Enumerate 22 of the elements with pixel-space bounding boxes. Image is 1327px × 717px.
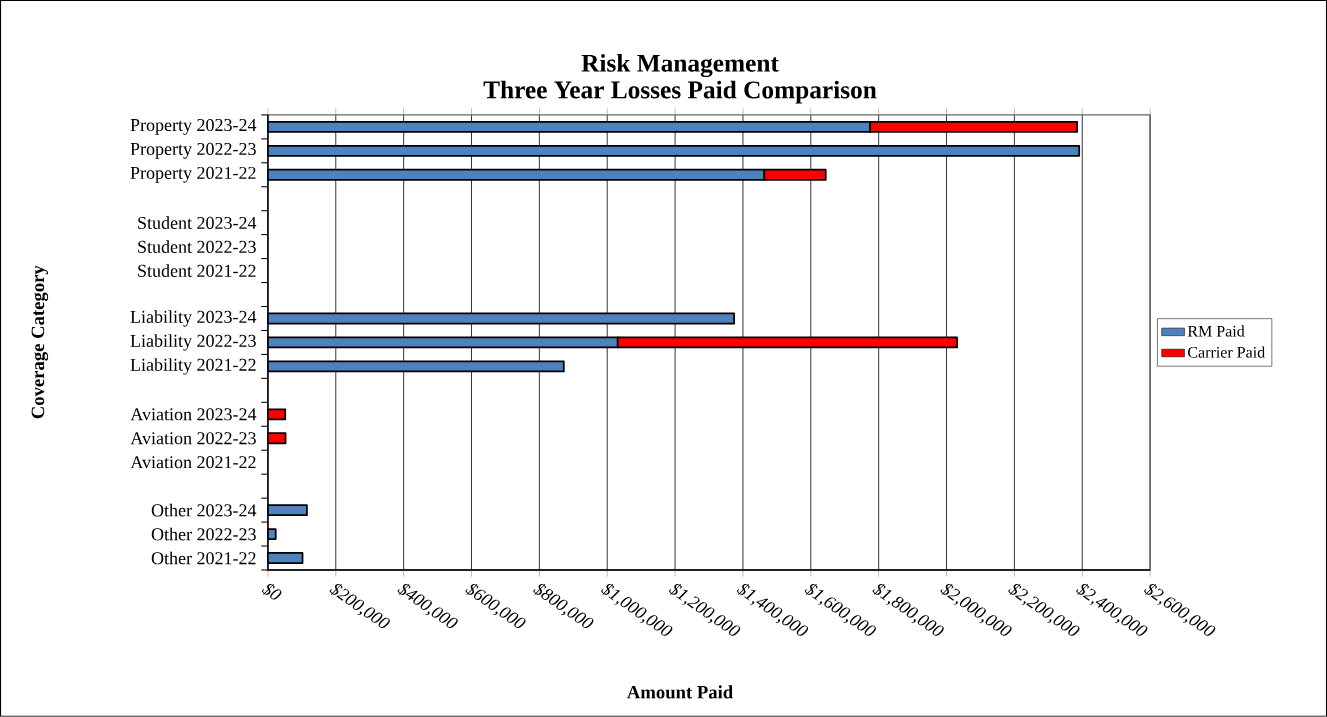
y-tick-label: Other 2022-23 [151, 527, 256, 541]
y-tick-label: Liability 2021-22 [130, 358, 256, 375]
y-tick-label: Student 2023-24 [138, 216, 257, 230]
y-tick-label: Aviation 2021-22 [130, 456, 256, 469]
chart-title: Risk Management [581, 54, 779, 78]
y-tick-label: Property 2023-24 [130, 118, 257, 135]
legend-label: RM Paid [1187, 325, 1245, 337]
y-tick-label: Property 2021-22 [130, 166, 256, 183]
y-axis-title: Coverage Category [31, 265, 49, 419]
y-tick-label: Other 2021-22 [151, 551, 256, 565]
y-tick-label: Student 2021-22 [138, 264, 256, 277]
chart-subtitle: Three Year Losses Paid Comparison [483, 80, 877, 104]
y-tick-label: Other 2023-24 [151, 503, 257, 517]
y-tick-label: Property 2022-23 [130, 142, 256, 159]
x-axis-title: Amount Paid [627, 685, 733, 699]
legend-label: Carrier Paid [1188, 346, 1265, 358]
y-tick-label: Liability 2023-24 [130, 310, 257, 327]
y-tick-label: Student 2022-23 [138, 240, 256, 254]
y-tick-label: Aviation 2023-24 [130, 408, 257, 421]
y-tick-label: Liability 2022-23 [130, 334, 256, 351]
y-tick-label: Aviation 2022-23 [130, 432, 256, 445]
x-tick-label: $0 [261, 584, 282, 600]
